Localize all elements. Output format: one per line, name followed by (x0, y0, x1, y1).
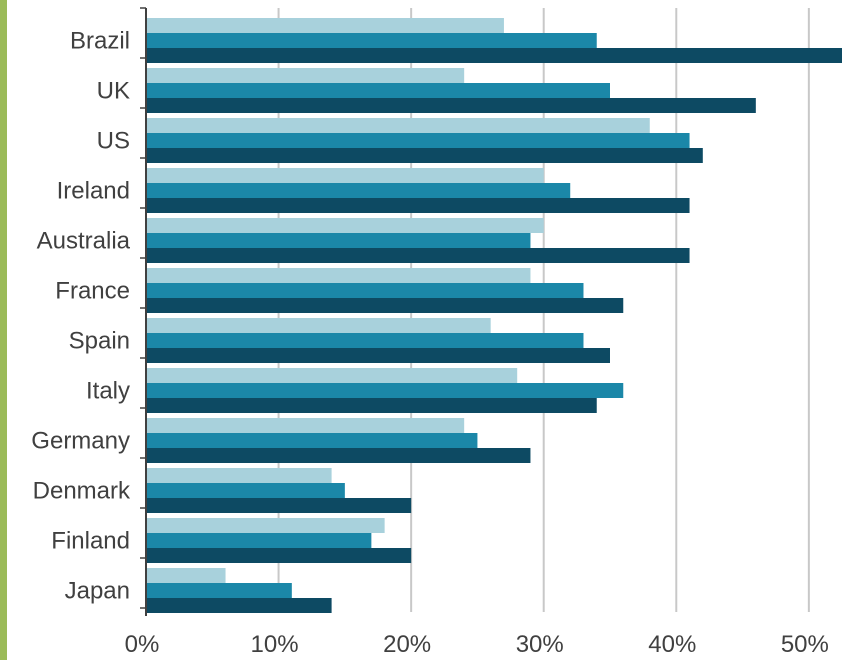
bar-us-series-3 (146, 148, 703, 163)
bar-japan-series-2 (146, 583, 292, 598)
x-tick-label: 0% (125, 631, 160, 658)
x-tick-label: 40% (648, 631, 696, 658)
bar-ireland-series-2 (146, 183, 571, 198)
category-label: Finland (51, 528, 130, 555)
bar-germany-series-3 (146, 448, 531, 463)
labels: Brazil UK US Ireland Australia France Spain Ita… (31, 28, 829, 659)
bar-finland-series-2 (146, 533, 372, 548)
category-label: France (55, 278, 130, 305)
x-tick-label: 50% (781, 631, 829, 658)
bar-italy-series-3 (146, 398, 597, 413)
category-label: Spain (69, 328, 130, 355)
bar-australia-series-1 (146, 218, 544, 233)
bar-us-series-1 (146, 118, 650, 133)
bar-france-series-1 (146, 268, 531, 283)
category-label: US (97, 128, 130, 155)
bar-spain-series-3 (146, 348, 610, 363)
bar-brazil-series-1 (146, 18, 504, 33)
category-label: Denmark (33, 478, 131, 505)
x-tick-label: 10% (251, 631, 299, 658)
bar-ireland-series-1 (146, 168, 544, 183)
bar-finland-series-1 (146, 518, 385, 533)
accent-strip (0, 0, 7, 660)
bar-brazil-series-3 (146, 48, 842, 63)
bar-denmark-series-2 (146, 483, 345, 498)
bar-uk-series-2 (146, 83, 610, 98)
bar-spain-series-1 (146, 318, 491, 333)
bar-uk-series-3 (146, 98, 756, 113)
category-label: Ireland (57, 178, 130, 205)
bar-japan-series-1 (146, 568, 226, 583)
bar-us-series-2 (146, 133, 690, 148)
bar-italy-series-1 (146, 368, 518, 383)
category-label: Brazil (70, 28, 130, 55)
bar-spain-series-2 (146, 333, 584, 348)
bar-germany-series-2 (146, 433, 478, 448)
bar-japan-series-3 (146, 598, 332, 613)
category-label: UK (97, 78, 130, 105)
x-tick-label: 20% (383, 631, 431, 658)
category-label: Australia (37, 228, 131, 255)
bar-ireland-series-3 (146, 198, 690, 213)
bar-germany-series-1 (146, 418, 465, 433)
category-label: Germany (31, 428, 130, 455)
bar-finland-series-3 (146, 548, 412, 563)
bar-italy-series-2 (146, 383, 624, 398)
category-label: Italy (86, 378, 130, 405)
bars (146, 18, 842, 613)
category-label: Japan (65, 578, 130, 605)
bar-australia-series-3 (146, 248, 690, 263)
bar-denmark-series-1 (146, 468, 332, 483)
axes (140, 7, 147, 616)
bar-uk-series-1 (146, 68, 465, 83)
x-tick-label: 30% (516, 631, 564, 658)
bar-australia-series-2 (146, 233, 531, 248)
bar-france-series-3 (146, 298, 624, 313)
bar-denmark-series-3 (146, 498, 412, 513)
bar-france-series-2 (146, 283, 584, 298)
bar-brazil-series-2 (146, 33, 597, 48)
